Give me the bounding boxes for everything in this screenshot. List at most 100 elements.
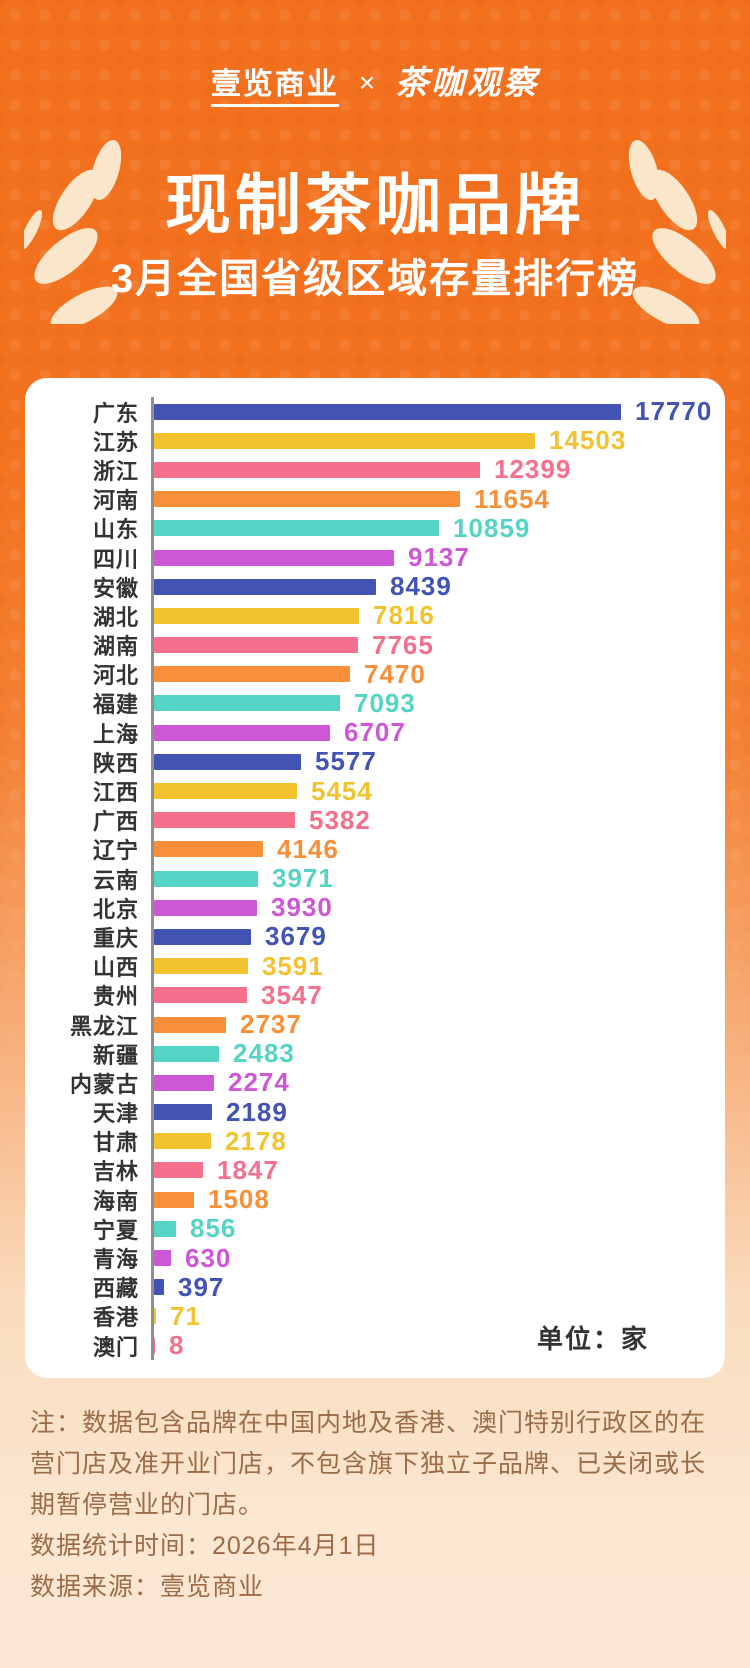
bar-track: 4146 bbox=[151, 834, 705, 864]
bar-value: 8439 bbox=[390, 571, 452, 602]
bar bbox=[154, 1045, 219, 1062]
province-label: 云南 bbox=[92, 867, 139, 893]
bar-value: 3930 bbox=[271, 892, 333, 923]
bar bbox=[154, 549, 394, 566]
bar-value: 11654 bbox=[474, 483, 550, 514]
bar-track: 2178 bbox=[151, 1126, 705, 1156]
chart-row: 广东 17770 bbox=[51, 396, 711, 427]
bar-value: 3971 bbox=[272, 863, 334, 894]
bar-value: 1508 bbox=[208, 1184, 270, 1215]
province-label: 四川 bbox=[92, 546, 139, 572]
bar bbox=[154, 1191, 194, 1208]
province-label: 上海 bbox=[92, 721, 139, 747]
bar-track: 2737 bbox=[151, 1009, 705, 1040]
collab-x-separator: × bbox=[358, 67, 376, 98]
bar-track: 2274 bbox=[151, 1067, 705, 1098]
bar-value: 1847 bbox=[217, 1154, 279, 1185]
province-label: 青海 bbox=[92, 1247, 139, 1273]
chart-row: 澳门 8 bbox=[51, 1330, 705, 1361]
bar bbox=[154, 1308, 156, 1325]
bar-track: 3971 bbox=[151, 863, 705, 894]
brand-yilan-logo: 壹览商业 bbox=[210, 68, 339, 107]
province-label: 吉林 bbox=[92, 1159, 139, 1185]
chart-row: 重庆 3679 bbox=[51, 921, 705, 952]
chart-row: 云南 3971 bbox=[51, 863, 705, 894]
bar-value: 3547 bbox=[261, 979, 323, 1010]
province-label: 香港 bbox=[92, 1305, 139, 1331]
chart-row: 四川 9137 bbox=[51, 542, 705, 573]
bar bbox=[154, 841, 263, 858]
province-label: 重庆 bbox=[92, 925, 139, 951]
bar-value: 7816 bbox=[373, 600, 435, 631]
province-label: 广西 bbox=[92, 809, 139, 835]
bar bbox=[154, 432, 535, 449]
chart-row: 内蒙古 2274 bbox=[51, 1067, 705, 1098]
bar-track: 17770 bbox=[151, 396, 713, 427]
stat-time-text: 数据统计时间：2026年4月1日 bbox=[30, 1532, 380, 1560]
bar-value: 12399 bbox=[494, 454, 572, 485]
bar bbox=[154, 695, 340, 712]
province-label: 新疆 bbox=[92, 1042, 139, 1068]
bar-track: 7765 bbox=[151, 629, 705, 660]
chart-row: 山西 3591 bbox=[51, 951, 705, 981]
bar bbox=[154, 1279, 164, 1296]
chart-row: 西藏 397 bbox=[51, 1272, 705, 1302]
bar-value: 2189 bbox=[226, 1096, 288, 1127]
chart-row: 青海 630 bbox=[51, 1243, 705, 1273]
bar-value: 5454 bbox=[311, 775, 373, 806]
bar-track: 71 bbox=[151, 1301, 705, 1331]
chart-row: 湖南 7765 bbox=[51, 629, 705, 660]
bar bbox=[154, 870, 258, 887]
chart-row: 浙江 12399 bbox=[51, 454, 705, 485]
bar-value: 2274 bbox=[228, 1067, 290, 1098]
bar bbox=[154, 783, 297, 800]
bar bbox=[154, 403, 621, 420]
chart-row: 北京 3930 bbox=[51, 892, 705, 923]
bar bbox=[154, 1133, 211, 1150]
wheat-decoration-right-icon bbox=[628, 139, 726, 324]
bar bbox=[154, 1104, 212, 1121]
bar-track: 2483 bbox=[151, 1038, 705, 1069]
data-source-text: 数据来源：壹览商业 bbox=[30, 1573, 265, 1601]
bar-value: 17770 bbox=[635, 396, 713, 427]
bar-track: 6707 bbox=[151, 717, 705, 748]
chart-row: 香港 71 bbox=[51, 1301, 705, 1331]
bar bbox=[154, 928, 251, 945]
province-label: 天津 bbox=[92, 1101, 139, 1127]
chart-row: 安徽 8439 bbox=[51, 571, 705, 602]
province-label: 西藏 bbox=[92, 1276, 139, 1302]
chart-row: 黑龙江 2737 bbox=[51, 1009, 705, 1040]
bar-track: 3930 bbox=[151, 892, 705, 923]
province-label: 江苏 bbox=[92, 429, 139, 455]
bar-value: 10859 bbox=[453, 512, 531, 543]
province-label: 黑龙江 bbox=[69, 1013, 139, 1039]
bar bbox=[154, 753, 301, 770]
bar bbox=[154, 666, 350, 683]
province-label: 澳门 bbox=[92, 1334, 139, 1360]
note-text: 注：数据包含品牌在中国内地及香港、澳门特别行政区的在 营门店及准开业门店，不包含… bbox=[30, 1409, 707, 1519]
bar-value: 8 bbox=[169, 1330, 185, 1361]
bar bbox=[154, 1220, 176, 1237]
bar-value: 5577 bbox=[315, 746, 377, 777]
brand-chaka-logo: 茶咖观察 bbox=[395, 64, 540, 101]
chart-row: 甘肃 2178 bbox=[51, 1126, 705, 1156]
bar bbox=[154, 1250, 171, 1267]
bar bbox=[154, 520, 439, 537]
header-logos: 壹览商业 × 茶咖观察 bbox=[0, 56, 750, 107]
bar-track: 630 bbox=[151, 1243, 705, 1273]
chart-row: 福建 7093 bbox=[51, 688, 705, 719]
bar-track: 7093 bbox=[151, 688, 705, 719]
bar bbox=[154, 637, 358, 654]
unit-label: 单位：家 bbox=[536, 1324, 649, 1354]
chart-row: 新疆 2483 bbox=[51, 1038, 705, 1069]
bar-chart: 广东 17770 江苏 14503 浙江 12399 河南 11654 山东 10859 四川 913… bbox=[51, 396, 711, 1361]
bar-track: 8439 bbox=[151, 571, 705, 602]
chart-row: 江苏 14503 bbox=[51, 425, 705, 456]
bar bbox=[154, 578, 376, 595]
bar-value: 7765 bbox=[372, 629, 434, 660]
title-block: 现制茶咖品牌 bbox=[0, 138, 750, 324]
bar-track: 856 bbox=[151, 1213, 705, 1244]
bar-track: 11654 bbox=[151, 483, 705, 514]
chart-row: 吉林 1847 bbox=[51, 1154, 705, 1186]
